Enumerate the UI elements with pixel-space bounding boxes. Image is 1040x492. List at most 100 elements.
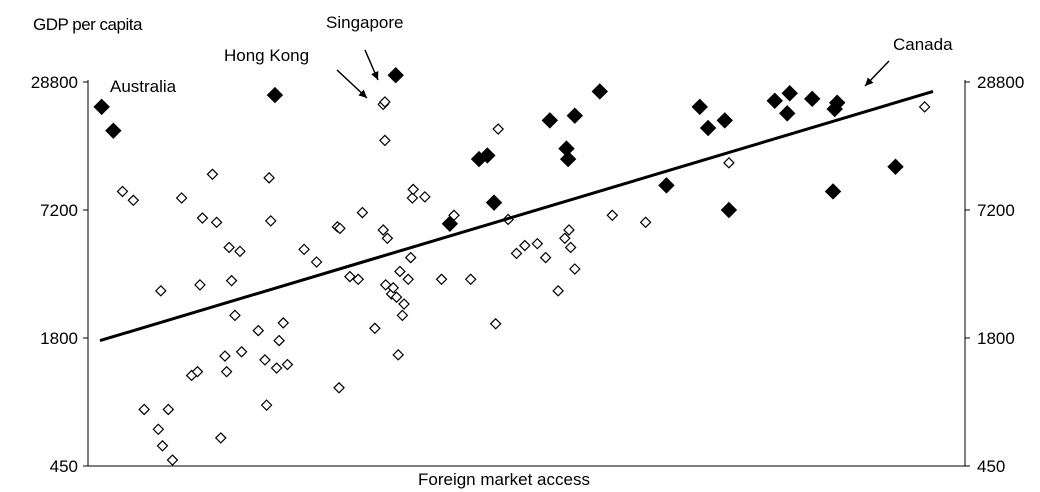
filled-diamond-point: [804, 90, 821, 108]
hollow-diamond-point: [564, 241, 577, 254]
hollow-diamond-point: [381, 232, 394, 245]
hollow-diamond-point: [252, 324, 265, 337]
hollow-diamond-point: [270, 362, 283, 374]
hollow-diamond-point: [435, 273, 448, 286]
hollow-diamond-point: [264, 215, 277, 227]
hollow-diamond-point: [394, 265, 406, 278]
hollow-diamond-point: [398, 298, 410, 310]
hollow-diamond-point: [259, 354, 271, 366]
hollow-diamond-point: [568, 263, 581, 275]
filled-diamond-point: [93, 98, 110, 116]
hollow-diamond-point: [206, 168, 219, 181]
filled-diamond-point: [591, 83, 609, 100]
filled-diamond-point: [824, 183, 842, 200]
hollow-diamond-point: [223, 241, 235, 254]
hollow-diamond-point: [166, 454, 179, 466]
hollow-diamond-point: [406, 192, 419, 204]
hong-kong-arrow-head: [358, 89, 367, 98]
hollow-diamond-point: [273, 334, 285, 347]
y-tick-label-right: 7200: [977, 201, 1015, 220]
filled-diamond-point: [541, 112, 559, 129]
hollow-diamond-point: [387, 281, 400, 294]
hollow-diamond-point: [235, 345, 248, 358]
filled-diamond-point: [720, 201, 738, 219]
hollow-diamond-point: [156, 439, 169, 452]
hollow-diamond-point: [263, 171, 275, 184]
filled-diamond-point: [658, 177, 675, 194]
hollow-diamond-point: [531, 237, 544, 250]
hollow-diamond-point: [310, 256, 323, 268]
hollow-diamond-point: [518, 239, 531, 252]
hollow-diamond-point: [214, 432, 227, 444]
y-tick-label-left: 1800: [40, 329, 78, 348]
hollow-diamond-point: [464, 273, 477, 286]
hollow-diamond-point: [116, 185, 129, 198]
annotation-canada: Canada: [893, 35, 953, 54]
annotation-singapore: Singapore: [326, 13, 404, 32]
hollow-diamond-point: [379, 96, 391, 108]
hollow-diamond-point: [419, 191, 431, 203]
hollow-diamond-point: [489, 317, 502, 330]
hollow-diamond-point: [723, 156, 735, 169]
filled-diamond-point: [266, 86, 284, 104]
hollow-diamond-point: [377, 224, 390, 236]
hollow-diamond-point: [563, 224, 575, 236]
hollow-diamond-point: [539, 251, 552, 264]
hollow-diamond-point: [333, 381, 345, 394]
hollow-diamond-point: [352, 273, 365, 286]
y-tick-label-left: 7200: [40, 201, 78, 220]
hollow-diamond-point: [196, 212, 209, 224]
y-tick-label-left: 28800: [31, 73, 78, 92]
hollow-diamond-point: [334, 222, 346, 235]
hollow-diamond-point: [191, 365, 204, 378]
hollow-diamond-point: [127, 194, 140, 207]
filled-diamond-point: [779, 105, 796, 122]
hollow-diamond-point: [407, 183, 420, 196]
axes: [83, 80, 970, 467]
hollow-diamond-point: [552, 284, 564, 297]
hollow-diamond-point: [404, 251, 417, 264]
filled-diamond-point: [105, 122, 122, 139]
hollow-diamond-point: [392, 348, 405, 361]
y-axis-title: GDP per capita: [33, 15, 142, 34]
hollow-diamond-point: [260, 399, 273, 411]
filled-diamond-point: [479, 147, 496, 164]
y-tick-label-left: 450: [50, 457, 78, 476]
hollow-diamond-point: [219, 350, 231, 362]
canada-arrow-head: [865, 77, 874, 86]
filled-diamond-point: [387, 66, 404, 84]
hollow-diamond-point: [448, 209, 460, 222]
annotation-arrows: [336, 49, 890, 99]
y-tick-label-right: 450: [977, 457, 1005, 476]
data-points: [93, 66, 931, 466]
hollow-diamond-point: [277, 317, 290, 329]
hollow-diamond-point: [356, 206, 369, 219]
filled-diamond-point: [887, 158, 904, 175]
annotation-hong-kong: Hong Kong: [224, 46, 310, 65]
hollow-diamond-point: [390, 291, 403, 304]
y-tick-labels: 450 450 1800 1800 7200 7200 28800 28800: [31, 73, 1025, 476]
hollow-diamond-point: [220, 365, 233, 378]
filled-diamond-point: [691, 98, 708, 116]
singapore-arrow-head: [371, 71, 379, 80]
hollow-diamond-point: [379, 134, 391, 147]
hollow-diamond-point: [510, 247, 523, 260]
hollow-diamond-point: [402, 273, 415, 286]
hollow-diamond-point: [492, 123, 505, 135]
y-tick-label-right: 1800: [977, 329, 1015, 348]
hollow-diamond-point: [154, 284, 167, 297]
filled-diamond-point: [828, 94, 846, 111]
hollow-diamond-point: [639, 216, 652, 229]
hollow-diamond-point: [344, 270, 356, 283]
hollow-diamond-point: [558, 232, 571, 245]
hollow-diamond-point: [194, 279, 206, 291]
filled-diamond-point: [781, 85, 798, 102]
hollow-diamond-point: [138, 403, 150, 416]
hollow-diamond-point: [175, 192, 188, 204]
hollow-diamond-point: [369, 322, 381, 335]
hollow-diamond-point: [234, 245, 246, 258]
filled-diamond-point: [559, 150, 577, 168]
hollow-diamond-point: [281, 358, 294, 371]
hollow-diamond-point: [298, 243, 310, 256]
filled-diamond-point: [699, 119, 717, 137]
